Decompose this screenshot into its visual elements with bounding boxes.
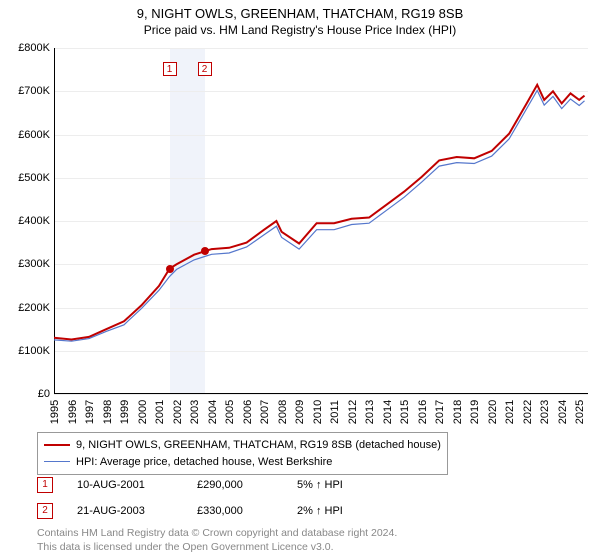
tx-marker-box: 1 (37, 477, 53, 493)
x-tick-label: 2016 (417, 400, 429, 424)
x-tick-label: 2003 (189, 400, 201, 424)
tx-price: £330,000 (197, 505, 297, 517)
legend-row: HPI: Average price, detached house, West… (44, 454, 441, 471)
tx-price: £290,000 (197, 479, 297, 491)
x-tick-label: 2014 (382, 400, 394, 424)
tx-marker-box: 2 (37, 503, 53, 519)
legend-box: 9, NIGHT OWLS, GREENHAM, THATCHAM, RG19 … (37, 432, 448, 475)
tx-date: 10-AUG-2001 (77, 479, 197, 491)
transaction-row: 1 10-AUG-2001£290,0005% ↑ HPI (37, 477, 387, 493)
footer-line2: This data is licensed under the Open Gov… (37, 541, 397, 555)
x-tick-label: 2005 (224, 400, 236, 424)
x-tick-label: 1999 (119, 400, 131, 424)
x-tick-label: 2013 (364, 400, 376, 424)
x-tick-label: 2017 (434, 400, 446, 424)
footer-line1: Contains HM Land Registry data © Crown c… (37, 527, 397, 541)
marker-dot (166, 265, 174, 273)
x-tick-label: 2022 (522, 400, 534, 424)
x-tick-label: 2020 (487, 400, 499, 424)
x-tick-label: 1998 (102, 400, 114, 424)
y-tick-label: £600K (18, 129, 54, 141)
y-tick-label: £500K (18, 172, 54, 184)
y-tick-label: £400K (18, 215, 54, 227)
marker-dot (201, 247, 209, 255)
y-tick-label: £200K (18, 302, 54, 314)
transaction-row: 2 21-AUG-2003£330,0002% ↑ HPI (37, 503, 387, 519)
page-subtitle: Price paid vs. HM Land Registry's House … (0, 21, 600, 41)
x-tick-label: 2018 (452, 400, 464, 424)
plot-area: £0£100K£200K£300K£400K£500K£600K£700K£80… (54, 48, 588, 394)
y-tick-label: £700K (18, 85, 54, 97)
legend-label: 9, NIGHT OWLS, GREENHAM, THATCHAM, RG19 … (76, 437, 441, 454)
x-tick-label: 2007 (259, 400, 271, 424)
x-tick-label: 2021 (504, 400, 516, 424)
series-hpi (54, 90, 585, 341)
x-tick-label: 2025 (574, 400, 586, 424)
x-tick-label: 2011 (329, 400, 341, 424)
x-tick-label: 2002 (172, 400, 184, 424)
tx-pct: 5% ↑ HPI (297, 479, 387, 491)
x-tick-label: 2012 (347, 400, 359, 424)
series-property (54, 85, 585, 340)
x-tick-label: 1996 (67, 400, 79, 424)
legend-label: HPI: Average price, detached house, West… (76, 454, 332, 471)
gridline (54, 394, 588, 395)
x-tick-label: 2015 (399, 400, 411, 424)
legend-swatch (44, 444, 70, 446)
tx-pct: 2% ↑ HPI (297, 505, 387, 517)
series-svg (54, 48, 588, 394)
y-tick-label: £100K (18, 345, 54, 357)
x-tick-label: 2009 (294, 400, 306, 424)
x-tick-label: 2000 (137, 400, 149, 424)
x-tick-label: 2024 (557, 400, 569, 424)
x-tick-label: 2008 (277, 400, 289, 424)
x-tick-label: 2010 (312, 400, 324, 424)
x-tick-label: 2023 (539, 400, 551, 424)
y-tick-label: £300K (18, 258, 54, 270)
transactions-table: 1 10-AUG-2001£290,0005% ↑ HPI 2 21-AUG-2003… (37, 477, 387, 529)
x-tick-label: 2006 (242, 400, 254, 424)
page-title: 9, NIGHT OWLS, GREENHAM, THATCHAM, RG19 … (0, 0, 600, 21)
tx-date: 21-AUG-2003 (77, 505, 197, 517)
x-tick-label: 1997 (84, 400, 96, 424)
x-tick-label: 2019 (469, 400, 481, 424)
legend-swatch (44, 461, 70, 462)
x-tick-label: 2001 (154, 400, 166, 424)
chart-container: 9, NIGHT OWLS, GREENHAM, THATCHAM, RG19 … (0, 0, 600, 560)
legend-row: 9, NIGHT OWLS, GREENHAM, THATCHAM, RG19 … (44, 437, 441, 454)
x-tick-label: 1995 (49, 400, 61, 424)
footer-text: Contains HM Land Registry data © Crown c… (37, 527, 397, 554)
y-tick-label: £0 (38, 388, 54, 400)
x-tick-label: 2004 (207, 400, 219, 424)
y-tick-label: £800K (18, 42, 54, 54)
